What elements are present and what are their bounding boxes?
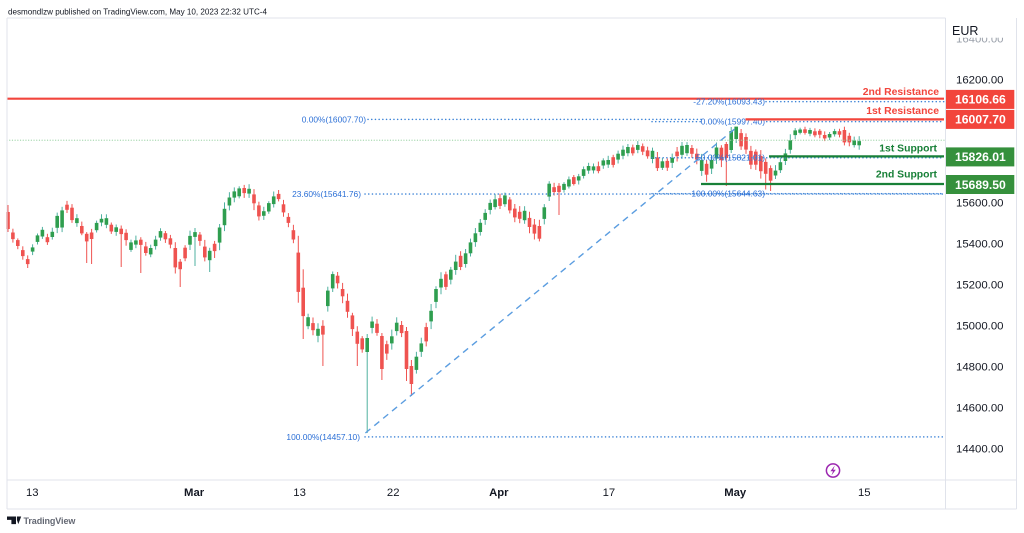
svg-text:22: 22: [387, 487, 400, 499]
svg-text:16200.00: 16200.00: [956, 75, 1004, 87]
svg-text:-27.20%(16093.43): -27.20%(16093.43): [693, 97, 765, 107]
svg-text:EUR: EUR: [952, 24, 978, 38]
svg-text:23.60%(15641.76): 23.60%(15641.76): [292, 189, 361, 199]
svg-text:13: 13: [26, 487, 39, 499]
svg-text:1st Resistance: 1st Resistance: [866, 106, 939, 117]
svg-text:15600.00: 15600.00: [956, 198, 1004, 210]
svg-text:0.00%(15997.40): 0.00%(15997.40): [701, 116, 765, 126]
svg-text:15689.50: 15689.50: [955, 178, 1006, 192]
svg-text:15826.01: 15826.01: [955, 150, 1006, 164]
svg-text:14400.00: 14400.00: [956, 444, 1004, 456]
svg-text:100.00%(15644.63): 100.00%(15644.63): [691, 189, 765, 199]
svg-text:15400.00: 15400.00: [956, 239, 1004, 251]
svg-text:TradingView: TradingView: [24, 516, 77, 526]
svg-text:15: 15: [858, 487, 871, 499]
svg-text:100.00%(14457.10): 100.00%(14457.10): [286, 432, 360, 442]
svg-text:Apr: Apr: [489, 487, 509, 499]
svg-text:0.00%(16007.70): 0.00%(16007.70): [302, 114, 366, 124]
svg-text:13: 13: [293, 487, 306, 499]
svg-text:14800.00: 14800.00: [956, 362, 1004, 374]
svg-text:50.00%(15821.01): 50.00%(15821.01): [696, 152, 765, 162]
svg-text:15200.00: 15200.00: [956, 280, 1004, 292]
svg-text:2nd Support: 2nd Support: [876, 170, 938, 181]
svg-text:Mar: Mar: [184, 487, 205, 499]
svg-text:desmondlzw published on Tradin: desmondlzw published on TradingView.com,…: [8, 8, 267, 17]
svg-text:1st Support: 1st Support: [879, 143, 937, 154]
svg-text:May: May: [724, 487, 747, 499]
svg-text:15000.00: 15000.00: [956, 321, 1004, 333]
svg-text:2nd Resistance: 2nd Resistance: [863, 87, 939, 98]
svg-text:16106.66: 16106.66: [955, 93, 1006, 107]
svg-text:16007.70: 16007.70: [955, 113, 1006, 127]
svg-text:17: 17: [603, 487, 616, 499]
svg-text:14600.00: 14600.00: [956, 403, 1004, 415]
